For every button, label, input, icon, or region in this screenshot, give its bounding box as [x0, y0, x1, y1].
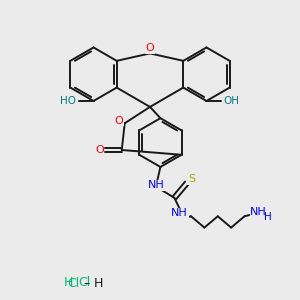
Text: NH: NH	[171, 208, 188, 218]
Text: NH: NH	[250, 207, 267, 217]
Text: HO: HO	[60, 96, 76, 106]
Text: NH: NH	[148, 180, 164, 190]
Text: Cl: Cl	[79, 276, 91, 289]
Text: S: S	[188, 174, 195, 184]
Text: OH: OH	[224, 96, 240, 106]
Text: Cl: Cl	[67, 277, 79, 290]
Text: –: –	[83, 277, 89, 290]
Text: O: O	[146, 43, 154, 53]
Text: H: H	[94, 277, 103, 290]
Text: O: O	[95, 145, 104, 155]
Text: H: H	[64, 276, 73, 289]
Text: H: H	[264, 212, 272, 223]
Text: O: O	[114, 116, 123, 126]
